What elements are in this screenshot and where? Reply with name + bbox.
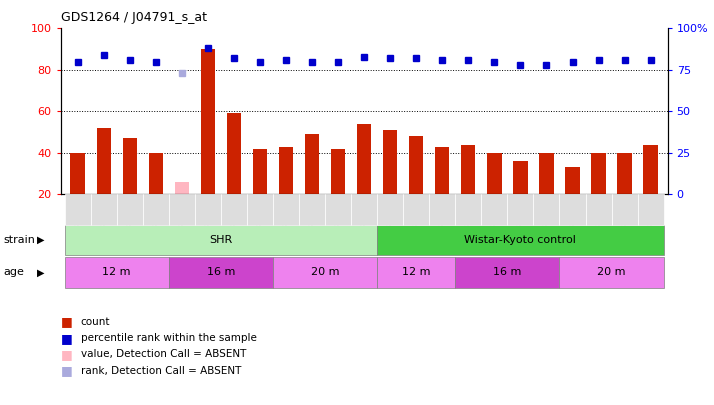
Text: ■: ■ <box>61 348 72 361</box>
Bar <box>643 145 658 194</box>
Bar <box>539 153 553 194</box>
Bar <box>461 145 476 194</box>
Bar <box>618 153 632 194</box>
Text: rank, Detection Call = ABSENT: rank, Detection Call = ABSENT <box>81 366 241 375</box>
Bar <box>253 149 267 194</box>
Text: GDS1264 / J04791_s_at: GDS1264 / J04791_s_at <box>61 11 206 24</box>
Text: ■: ■ <box>61 364 72 377</box>
Text: 12 m: 12 m <box>402 267 431 277</box>
Text: ▶: ▶ <box>37 267 45 277</box>
Text: age: age <box>4 267 24 277</box>
Text: strain: strain <box>4 235 36 245</box>
Bar <box>71 153 85 194</box>
Bar <box>513 161 528 194</box>
Text: 12 m: 12 m <box>102 267 131 277</box>
Text: ■: ■ <box>61 332 72 345</box>
Bar <box>96 128 111 194</box>
Text: 20 m: 20 m <box>311 267 339 277</box>
Bar <box>227 113 241 194</box>
Bar <box>487 153 501 194</box>
Text: ▶: ▶ <box>37 235 45 245</box>
Bar <box>279 147 293 194</box>
Text: Wistar-Kyoto control: Wistar-Kyoto control <box>465 235 576 245</box>
Text: SHR: SHR <box>209 235 233 245</box>
Bar <box>435 147 449 194</box>
Text: 16 m: 16 m <box>206 267 235 277</box>
Bar <box>149 153 163 194</box>
Bar <box>331 149 346 194</box>
Text: percentile rank within the sample: percentile rank within the sample <box>81 333 256 343</box>
Bar <box>305 134 319 194</box>
Bar <box>201 49 215 194</box>
Bar <box>591 153 605 194</box>
Text: value, Detection Call = ABSENT: value, Detection Call = ABSENT <box>81 350 246 359</box>
Text: 20 m: 20 m <box>598 267 626 277</box>
Bar <box>565 167 580 194</box>
Bar <box>383 130 398 194</box>
Bar <box>357 124 371 194</box>
Bar <box>175 182 189 194</box>
Bar <box>123 139 137 194</box>
Text: ■: ■ <box>61 315 72 328</box>
Text: 16 m: 16 m <box>493 267 522 277</box>
Bar <box>409 136 423 194</box>
Text: count: count <box>81 317 110 327</box>
